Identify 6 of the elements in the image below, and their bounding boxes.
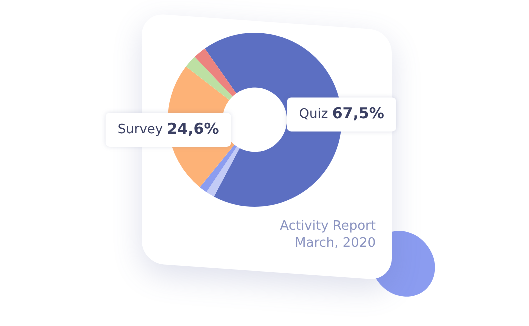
- slice-label: Quiz: [299, 107, 328, 122]
- data-label: 67,5%: [332, 104, 384, 123]
- text: March, 2020: [294, 235, 376, 252]
- text: Activity Report: [280, 218, 376, 235]
- slice-label: Survey: [118, 122, 164, 138]
- data-label: 24,6%: [167, 120, 220, 138]
